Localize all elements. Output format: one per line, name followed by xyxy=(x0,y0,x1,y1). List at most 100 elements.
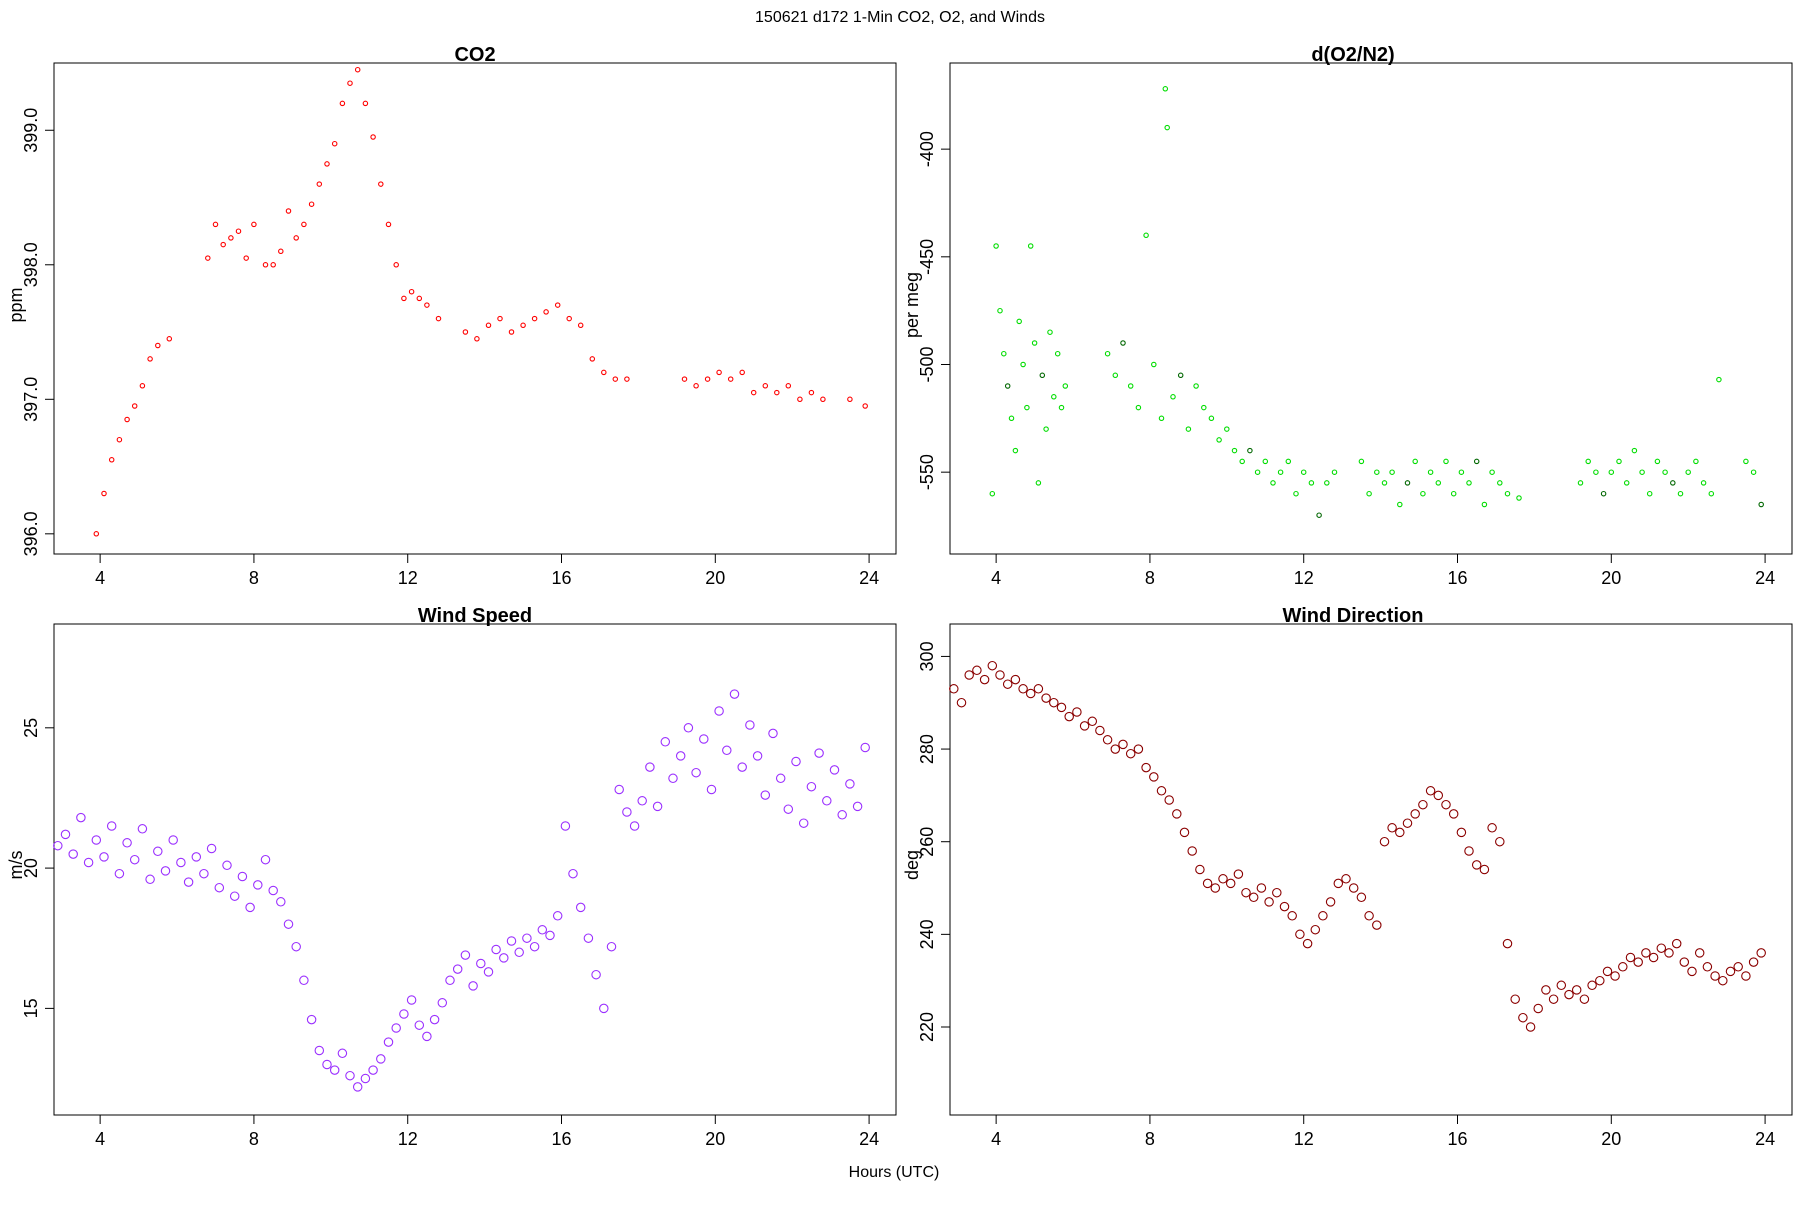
wind_speed-point xyxy=(260,854,271,865)
wind_speed-point xyxy=(560,821,571,831)
wind_speed-y-tick-label: 25 xyxy=(21,718,41,738)
o2-point xyxy=(1177,372,1184,379)
wind_direction-point xyxy=(1556,980,1567,991)
o2-point xyxy=(1381,480,1388,486)
o2-point xyxy=(997,307,1003,314)
wind_direction-point xyxy=(1579,994,1590,1004)
co2-point xyxy=(416,295,423,302)
wind_direction-point xyxy=(1279,901,1290,912)
wind-direction-panel: Wind Direction deg 4 8 12 16 20 24 220 240 260 28… xyxy=(902,605,1793,1149)
wind_speed-point xyxy=(622,807,632,817)
o2-point xyxy=(1404,480,1411,486)
o2-x-tick-label: 20 xyxy=(1601,568,1621,588)
o2-point xyxy=(1127,383,1134,389)
co2-point xyxy=(347,80,353,86)
wind_speed-point xyxy=(214,882,225,893)
wind_direction-x-tick-label: 16 xyxy=(1447,1129,1467,1149)
o2-point xyxy=(1593,469,1599,475)
wind_direction-point xyxy=(1756,948,1766,958)
wind_direction-point xyxy=(1348,883,1359,893)
co2-x-tick-label: 20 xyxy=(705,568,725,588)
o2-point xyxy=(1254,469,1261,475)
wind_direction-point xyxy=(1341,874,1351,884)
wind_speed-x-tick-label: 4 xyxy=(95,1129,105,1149)
co2-point xyxy=(508,329,515,335)
wind_speed-point xyxy=(276,897,286,907)
wind_speed-point xyxy=(568,868,578,879)
o2-point xyxy=(1708,490,1715,497)
wind_speed-point xyxy=(137,824,148,834)
wind_speed-point xyxy=(337,1048,348,1059)
o2-point xyxy=(1316,512,1322,518)
o2-x-tick-label: 12 xyxy=(1294,568,1314,588)
wind_speed-point xyxy=(206,843,217,854)
wind_direction-point xyxy=(1664,948,1674,958)
wind_direction-point xyxy=(1718,975,1728,986)
co2-point xyxy=(797,396,803,403)
wind_direction-point xyxy=(1587,980,1597,991)
co2-point xyxy=(385,221,392,228)
wind_speed-point xyxy=(483,967,494,977)
wind_speed-point xyxy=(76,812,86,823)
co2-point xyxy=(750,389,757,396)
co2-point xyxy=(139,383,146,389)
wind_speed-point xyxy=(422,1031,432,1042)
o2-point xyxy=(1027,243,1034,249)
wind_speed-point xyxy=(414,1020,425,1030)
wind_direction-point xyxy=(1595,975,1605,986)
co2-point xyxy=(278,248,284,255)
wind_direction-point xyxy=(995,670,1005,680)
wind_direction-x-tick-label: 4 xyxy=(991,1129,1001,1149)
o2-point xyxy=(1585,458,1591,465)
o2-point xyxy=(1497,480,1503,486)
o2-point xyxy=(1616,458,1622,465)
co2-point xyxy=(362,100,369,107)
co2-title: CO2 xyxy=(454,44,495,66)
wind_speed-point xyxy=(153,846,163,857)
co2-x-tick-label: 4 xyxy=(95,568,105,588)
o2-point xyxy=(1001,350,1007,357)
wind_direction-point xyxy=(1056,702,1067,713)
wind_speed-point xyxy=(391,1023,401,1033)
wind_direction-point xyxy=(1671,938,1682,949)
o2-point xyxy=(1750,469,1757,475)
o2-point xyxy=(1216,437,1222,443)
co2-point xyxy=(462,329,469,335)
co2-y-tick-label: 399.0 xyxy=(21,108,41,153)
o2-point xyxy=(1473,458,1480,465)
o2-point xyxy=(1047,329,1053,335)
wind-direction-ylabel: deg xyxy=(902,850,922,880)
wind_direction-point xyxy=(1364,911,1374,921)
o2-point xyxy=(1458,469,1465,475)
wind_speed-point xyxy=(360,1073,371,1084)
wind_direction-point xyxy=(949,684,959,694)
co2-point xyxy=(339,100,346,107)
wind_speed-point xyxy=(291,941,301,952)
wind_direction-point xyxy=(1548,994,1559,1004)
o2-point xyxy=(1489,469,1495,475)
wind_direction-point xyxy=(1541,985,1551,995)
o2-point xyxy=(1435,480,1442,486)
co2-point xyxy=(520,322,526,329)
wind_direction-point xyxy=(1133,744,1144,754)
wind_speed-point xyxy=(837,810,847,820)
wind_direction-point xyxy=(1395,827,1405,838)
wind_direction-point xyxy=(1687,966,1697,977)
wind_speed-point xyxy=(99,852,109,862)
wind-direction-title: Wind Direction xyxy=(1283,605,1424,627)
wind_speed-point xyxy=(499,953,509,963)
wind_direction-point xyxy=(1225,878,1236,889)
o2-x-tick-label: 4 xyxy=(991,568,1001,588)
wind_speed-point xyxy=(468,981,478,991)
o2-point xyxy=(1608,469,1615,475)
wind_speed-point xyxy=(83,857,94,868)
wind_direction-point xyxy=(1172,809,1182,819)
o2-point xyxy=(1481,501,1488,508)
wind_direction-x-tick-label: 8 xyxy=(1145,1129,1155,1149)
wind_direction-point xyxy=(987,660,998,671)
wind_direction-point xyxy=(1625,952,1636,963)
wind_speed-point xyxy=(860,742,870,753)
wind_direction-y-tick-label: 300 xyxy=(917,641,937,671)
o2-point xyxy=(1201,404,1207,411)
co2-point xyxy=(577,322,584,329)
